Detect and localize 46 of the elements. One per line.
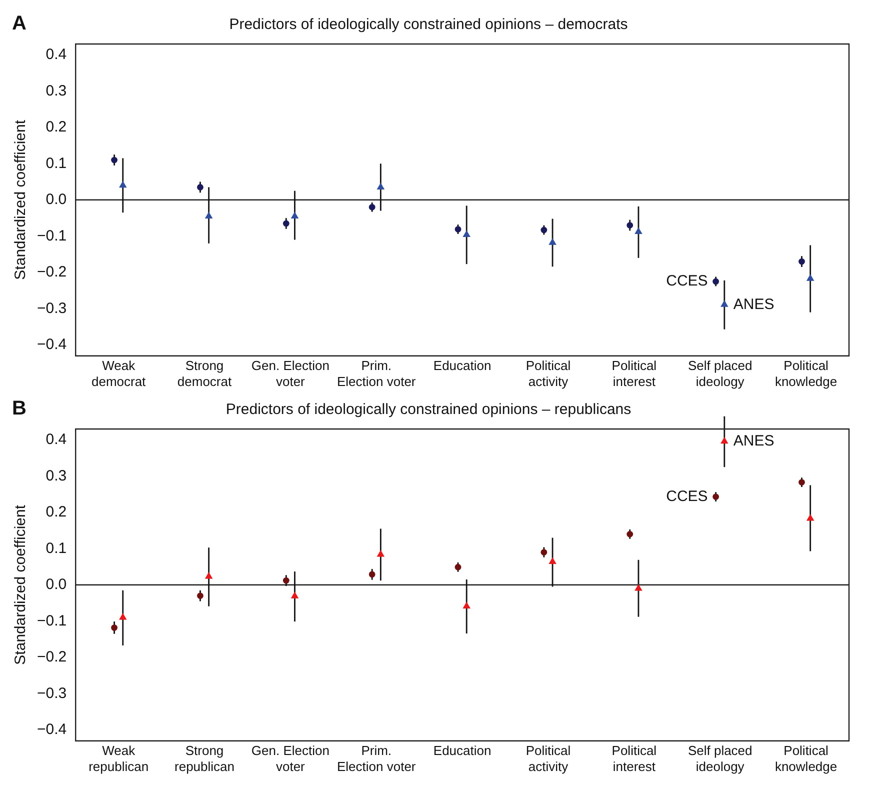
- y-tick-label: −0.4: [36, 721, 67, 738]
- x-tick-label: Prim. Election voter: [336, 358, 416, 389]
- y-tick-label: 0.3: [46, 467, 67, 484]
- text: A: [12, 12, 26, 35]
- y-tick-label: 0.0: [46, 191, 67, 208]
- x-tick-label: Political activity: [526, 358, 571, 389]
- x-tick-label: Education: [433, 743, 492, 758]
- x-tick-label: Political knowledge: [774, 358, 838, 389]
- chart-title: Predictors of ideologically constrained opinions – republicans: [226, 401, 632, 418]
- y-tick-label: −0.4: [36, 336, 67, 354]
- x-tick-label: Political activity: [526, 743, 571, 774]
- y-tick-label: 0.1: [46, 154, 67, 172]
- x-tick-label: Gen. Election voter: [251, 743, 330, 774]
- x-tick-label: Political interest: [612, 743, 657, 774]
- y-tick-label: 0.2: [46, 504, 67, 521]
- x-tick-label: Weak democrat: [91, 358, 146, 389]
- text: B: [12, 398, 26, 420]
- y-tick-label: −0.2: [36, 264, 67, 281]
- x-tick-label: Education: [433, 358, 492, 374]
- y-tick-label: 0.4: [46, 431, 67, 448]
- y-tick-label: 0.3: [46, 82, 67, 100]
- annotation: CCES: [666, 488, 708, 505]
- annotation: CCES: [666, 272, 708, 290]
- y-tick-label: 0.4: [46, 46, 67, 64]
- y-tick-label: −0.3: [36, 684, 67, 702]
- y-tick-label: −0.2: [36, 648, 67, 666]
- x-tick-label: Strong democrat: [177, 358, 232, 389]
- annotation: ANES: [733, 432, 774, 450]
- y-tick-label: 0.0: [46, 576, 67, 594]
- x-tick-label: Self placed ideology: [688, 743, 752, 774]
- y-tick-label: 0.2: [46, 118, 67, 136]
- x-tick-label: Self placed ideology: [688, 358, 752, 389]
- x-tick-label: Political interest: [612, 358, 657, 389]
- x-tick-label: Gen. Election voter: [251, 358, 330, 389]
- x-tick-label: Strong republican: [174, 743, 235, 774]
- annotation: ANES: [733, 296, 774, 313]
- y-tick-label: −0.1: [36, 227, 67, 244]
- y-tick-label: −0.1: [36, 612, 67, 630]
- x-tick-label: Prim. Election voter: [336, 743, 416, 774]
- y-axis-title: Standardized coefficient: [12, 504, 30, 665]
- chart-title: Predictors of ideologically constrained opinions – democrats: [229, 16, 628, 34]
- y-tick-label: −0.3: [36, 300, 67, 317]
- x-tick-label: Weak republican: [88, 743, 149, 774]
- x-tick-label: Political knowledge: [774, 743, 838, 774]
- y-axis-title: Standardized coefficient: [12, 119, 30, 280]
- y-tick-label: 0.1: [46, 540, 67, 557]
